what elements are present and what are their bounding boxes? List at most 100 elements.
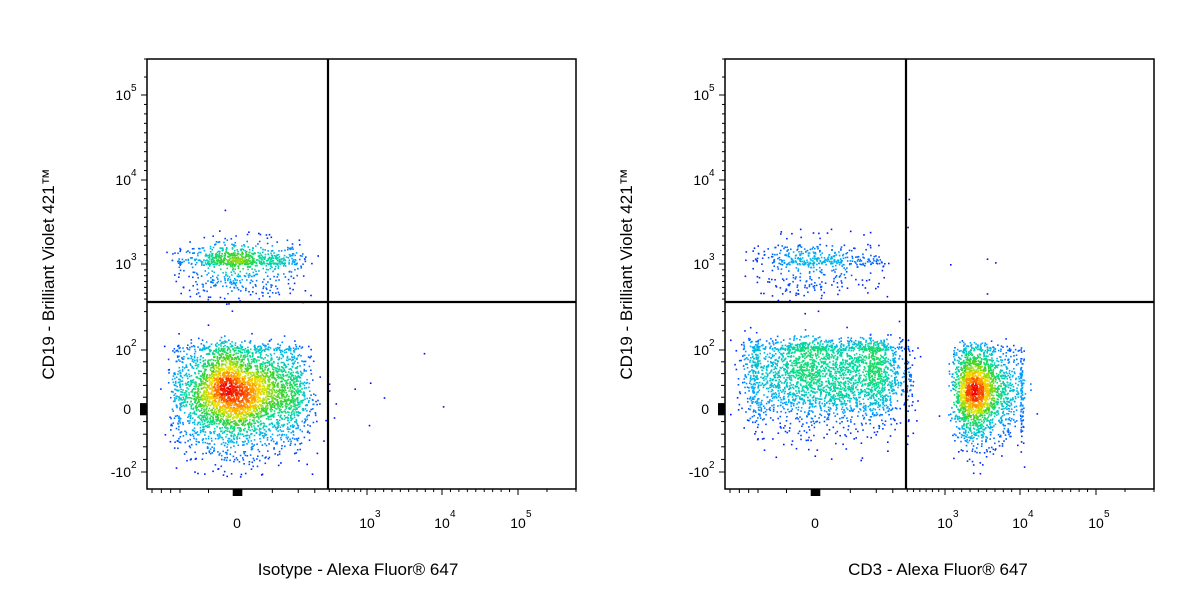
- event-dot: [187, 348, 189, 350]
- event-dot: [233, 397, 235, 399]
- event-dot: [231, 238, 233, 240]
- event-dot: [234, 377, 236, 379]
- event-dot: [232, 417, 234, 419]
- event-dot: [209, 256, 211, 258]
- event-dot: [237, 385, 239, 387]
- event-dot: [248, 254, 250, 256]
- event-dot: [303, 383, 305, 385]
- event-dot: [274, 255, 276, 257]
- event-dot: [261, 262, 263, 264]
- event-dot: [211, 385, 213, 387]
- event-dot: [210, 453, 212, 455]
- event-dot: [284, 380, 286, 382]
- event-dot: [232, 382, 234, 384]
- event-dot: [293, 431, 295, 433]
- event-dot: [249, 419, 251, 421]
- event-dot: [240, 250, 242, 252]
- event-dot: [264, 363, 266, 365]
- event-dot: [277, 395, 279, 397]
- event-dot: [290, 293, 292, 295]
- event-dot: [266, 362, 268, 364]
- event-dot: [224, 445, 226, 447]
- event-dot: [266, 393, 268, 395]
- event-dot: [262, 370, 264, 372]
- event-dot: [370, 382, 372, 384]
- event-dot: [213, 353, 215, 355]
- event-dot: [208, 393, 210, 395]
- event-dot: [211, 440, 213, 442]
- event-dot: [269, 424, 271, 426]
- event-dot: [299, 239, 301, 241]
- event-dot: [237, 253, 239, 255]
- event-dot: [242, 407, 244, 409]
- event-dot: [254, 389, 256, 391]
- event-dot: [209, 365, 211, 367]
- event-dot: [247, 246, 249, 248]
- event-dot: [293, 413, 295, 415]
- event-dot: [218, 411, 220, 413]
- event-dot: [262, 366, 264, 368]
- event-dot: [216, 256, 218, 258]
- event-dot: [219, 399, 221, 401]
- event-dot: [248, 255, 250, 257]
- event-dot: [275, 280, 277, 282]
- event-dot: [202, 426, 204, 428]
- event-dot: [208, 267, 210, 269]
- event-dot: [255, 380, 257, 382]
- event-dot: [223, 442, 225, 444]
- event-dot: [253, 419, 255, 421]
- event-dot: [205, 369, 207, 371]
- event-dot: [264, 259, 266, 261]
- event-dot: [248, 276, 250, 278]
- event-dot: [261, 257, 263, 259]
- event-dot: [268, 369, 270, 371]
- event-dot: [267, 275, 269, 277]
- event-dot: [176, 398, 178, 400]
- event-dot: [174, 441, 176, 443]
- event-dot: [192, 380, 194, 382]
- event-dot: [234, 250, 236, 252]
- event-dot: [294, 385, 296, 387]
- event-dot: [267, 269, 269, 271]
- event-dot: [275, 286, 277, 288]
- event-dot: [262, 281, 264, 283]
- event-dot: [172, 409, 174, 411]
- event-dot: [294, 340, 296, 342]
- event-dot: [242, 434, 244, 436]
- event-dot: [263, 358, 265, 360]
- event-dot: [213, 449, 215, 451]
- event-dot: [186, 396, 188, 398]
- event-dot: [222, 286, 224, 288]
- event-dot: [301, 374, 303, 376]
- event-dot: [202, 396, 204, 398]
- event-dot: [280, 353, 282, 355]
- event-dot: [224, 253, 226, 255]
- event-dot: [200, 260, 202, 262]
- event-dot: [211, 262, 213, 264]
- event-dot: [240, 416, 242, 418]
- event-dot: [194, 272, 196, 274]
- event-dot: [210, 381, 212, 383]
- event-dot: [196, 438, 198, 440]
- event-dot: [206, 353, 208, 355]
- event-dot: [228, 401, 230, 403]
- event-dot: [213, 359, 215, 361]
- event-dot: [298, 402, 300, 404]
- event-dot: [200, 432, 202, 434]
- event-dot: [260, 424, 262, 426]
- event-dot: [222, 439, 224, 441]
- event-dot: [217, 391, 219, 393]
- event-dot: [252, 291, 254, 293]
- event-dot: [184, 412, 186, 414]
- event-dot: [238, 401, 240, 403]
- event-dot: [231, 433, 233, 435]
- event-dot: [292, 255, 294, 257]
- event-dot: [209, 254, 211, 256]
- event-dot: [259, 255, 261, 257]
- event-dot: [309, 425, 311, 427]
- event-dot: [224, 471, 226, 473]
- event-dot: [195, 458, 197, 460]
- event-dot: [277, 276, 279, 278]
- event-dot: [288, 346, 290, 348]
- event-dot: [214, 393, 216, 395]
